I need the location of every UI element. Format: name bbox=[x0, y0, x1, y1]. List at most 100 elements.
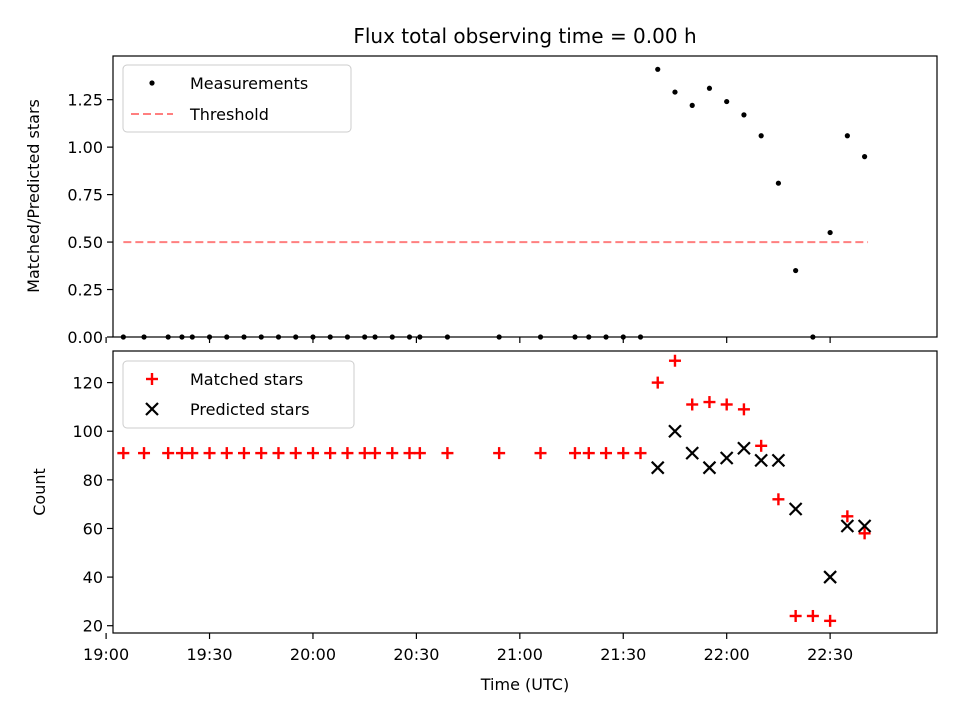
x-tick-label: 19:00 bbox=[83, 645, 129, 664]
measurement-point bbox=[741, 112, 747, 118]
bottom-y-axis-title: Count bbox=[30, 468, 49, 516]
bottom-matched-stars bbox=[117, 354, 871, 627]
matched-star-point bbox=[186, 447, 199, 460]
matched-star-point bbox=[824, 614, 837, 627]
matched-star-point bbox=[358, 447, 371, 460]
matched-star-point bbox=[220, 447, 233, 460]
matched-star-point bbox=[162, 447, 175, 460]
measurement-point bbox=[861, 154, 868, 160]
top-y-tick-label: 0.00 bbox=[67, 328, 103, 347]
matched-star-point bbox=[386, 447, 399, 460]
matched-star-point bbox=[568, 447, 581, 460]
matched-star-point bbox=[789, 609, 802, 622]
matched-star-point bbox=[306, 447, 319, 460]
predicted-star-point bbox=[719, 451, 734, 465]
matched-star-point bbox=[255, 447, 268, 460]
legend-predicted-marker bbox=[145, 402, 159, 416]
top-y-tick-label: 1.00 bbox=[67, 138, 103, 157]
measurement-point bbox=[706, 85, 713, 91]
measurement-point bbox=[689, 102, 695, 108]
top-plot-frame bbox=[112, 55, 938, 338]
predicted-star-point bbox=[737, 441, 751, 456]
x-tick-label: 22:30 bbox=[807, 645, 853, 664]
x-tick-label: 21:00 bbox=[497, 645, 543, 664]
matched-star-point bbox=[737, 403, 750, 416]
matched-star-point bbox=[441, 447, 454, 460]
x-tick-label: 20:30 bbox=[393, 645, 439, 664]
x-tick-label: 22:00 bbox=[704, 645, 750, 664]
bottom-axis-ticks: 20 40 60 80 100 120 19:00 19:30 20:00 20:30 21:00 2… bbox=[72, 374, 853, 664]
bottom-y-tick-label: 20 bbox=[83, 617, 103, 636]
x-tick-label: 19:30 bbox=[186, 645, 232, 664]
matched-star-point bbox=[651, 376, 664, 389]
legend-predicted-label: Predicted stars bbox=[190, 400, 310, 419]
matched-star-point bbox=[806, 609, 819, 622]
matched-star-point bbox=[324, 447, 337, 460]
x-axis-title: Time (UTC) bbox=[480, 675, 569, 694]
top-legend: Measurements Threshold bbox=[122, 64, 352, 133]
matched-star-point bbox=[703, 396, 716, 409]
legend-threshold-label: Threshold bbox=[189, 105, 269, 124]
predicted-star-point bbox=[650, 460, 665, 475]
predicted-star-point bbox=[823, 570, 837, 584]
matched-star-point bbox=[534, 447, 547, 460]
bottom-predicted-stars bbox=[650, 424, 872, 584]
matched-star-point bbox=[600, 447, 613, 460]
matched-star-point bbox=[841, 510, 854, 523]
measurement-point bbox=[655, 66, 661, 72]
bottom-legend: Matched stars Predicted stars bbox=[122, 360, 355, 429]
legend-matched-label: Matched stars bbox=[190, 370, 303, 389]
matched-star-point bbox=[413, 447, 426, 460]
measurement-point bbox=[844, 133, 850, 139]
matched-star-point bbox=[720, 398, 733, 411]
legend-matched-marker bbox=[146, 373, 158, 385]
bottom-y-tick-label: 40 bbox=[83, 568, 103, 587]
measurement-point bbox=[793, 267, 799, 274]
matched-star-point bbox=[369, 447, 382, 460]
matched-star-point bbox=[858, 527, 871, 540]
predicted-star-point bbox=[754, 453, 768, 468]
predicted-star-point bbox=[668, 424, 682, 439]
matched-star-point bbox=[117, 447, 130, 460]
matched-star-point bbox=[138, 447, 151, 460]
matched-star-point bbox=[493, 447, 506, 460]
top-y-axis-title: Matched/Predicted stars bbox=[24, 99, 43, 293]
bottom-y-tick-label: 60 bbox=[83, 519, 103, 538]
matched-star-point bbox=[772, 493, 785, 506]
matched-star-point bbox=[238, 447, 251, 460]
top-panel: 0.00 0.25 0.50 0.75 1.00 1.25 Matched/Predict… bbox=[24, 55, 938, 347]
matched-star-point bbox=[755, 439, 768, 452]
bottom-y-tick-label: 120 bbox=[72, 374, 103, 393]
predicted-star-point bbox=[840, 519, 855, 533]
top-y-tick-label: 0.25 bbox=[67, 281, 103, 300]
legend-measurements-label: Measurements bbox=[190, 74, 308, 93]
matched-star-point bbox=[617, 447, 630, 460]
predicted-star-point bbox=[702, 460, 717, 475]
top-y-tick-label: 0.75 bbox=[67, 186, 103, 205]
matched-star-point bbox=[403, 447, 416, 460]
top-y-tick-label: 1.25 bbox=[67, 91, 103, 110]
measurement-point bbox=[724, 98, 730, 105]
top-y-tick-label: 0.50 bbox=[67, 233, 103, 252]
measurement-point bbox=[672, 89, 678, 95]
top-legend-box bbox=[122, 64, 352, 133]
matched-star-point bbox=[686, 398, 699, 411]
predicted-star-point bbox=[788, 502, 803, 516]
matched-star-point bbox=[582, 447, 595, 460]
predicted-star-point bbox=[685, 446, 699, 460]
matched-star-point bbox=[341, 447, 354, 460]
top-axis-ticks: 0.00 0.25 0.50 0.75 1.00 1.25 bbox=[67, 91, 831, 347]
matched-star-point bbox=[289, 447, 302, 460]
chart-title: Flux total observing time = 0.00 h bbox=[353, 24, 696, 48]
matched-star-point bbox=[668, 354, 681, 367]
bottom-legend-box bbox=[122, 360, 355, 429]
matched-star-point bbox=[203, 447, 216, 460]
bottom-panel: 20 40 60 80 100 120 19:00 19:30 20:00 20:30 21:00 2… bbox=[30, 350, 938, 694]
x-tick-label: 21:30 bbox=[600, 645, 646, 664]
matched-star-point bbox=[634, 447, 647, 460]
legend-measurements-marker bbox=[149, 80, 155, 86]
bottom-y-tick-label: 80 bbox=[83, 471, 103, 490]
measurement-point bbox=[775, 180, 782, 186]
matched-star-point bbox=[272, 447, 285, 460]
